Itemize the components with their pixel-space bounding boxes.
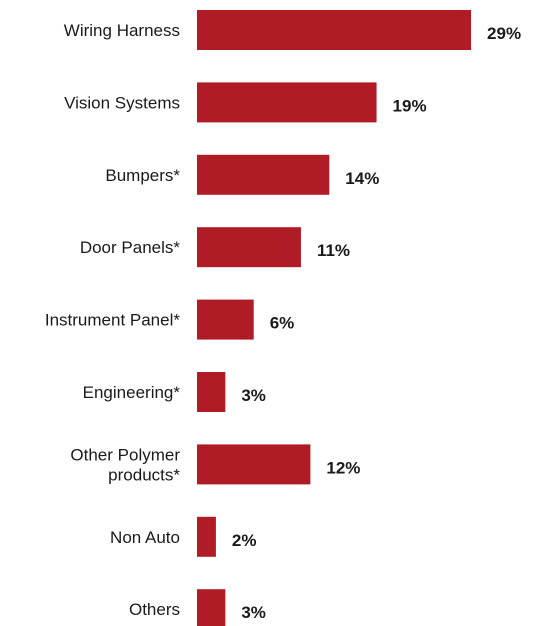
- category-label: Instrument Panel*: [45, 311, 181, 330]
- category-label: Wiring Harness: [64, 21, 180, 40]
- bar: [197, 10, 472, 50]
- value-label: 19%: [393, 96, 427, 115]
- bar: [197, 516, 216, 557]
- bar: [197, 82, 377, 123]
- category-label: Vision Systems: [64, 93, 180, 112]
- bar: [197, 299, 254, 340]
- value-label: 11%: [317, 241, 350, 260]
- bar: [197, 589, 226, 626]
- bar: [197, 372, 226, 412]
- value-label: 14%: [345, 169, 379, 188]
- category-label: Other Polymer products*: [70, 445, 180, 484]
- category-label: Bumpers*: [105, 166, 180, 185]
- value-label: 2%: [232, 531, 257, 550]
- category-label: Engineering*: [83, 383, 181, 402]
- bar: [197, 227, 301, 268]
- category-label: Door Panels*: [80, 238, 181, 257]
- value-label: 12%: [326, 458, 360, 477]
- category-label: Non Auto: [110, 528, 180, 547]
- value-label: 3%: [241, 603, 266, 622]
- value-label: 6%: [270, 314, 295, 333]
- bar: [197, 444, 311, 485]
- value-label: 29%: [487, 24, 521, 43]
- category-label: Others: [129, 600, 180, 619]
- bar: [197, 154, 330, 195]
- value-label: 3%: [241, 386, 266, 405]
